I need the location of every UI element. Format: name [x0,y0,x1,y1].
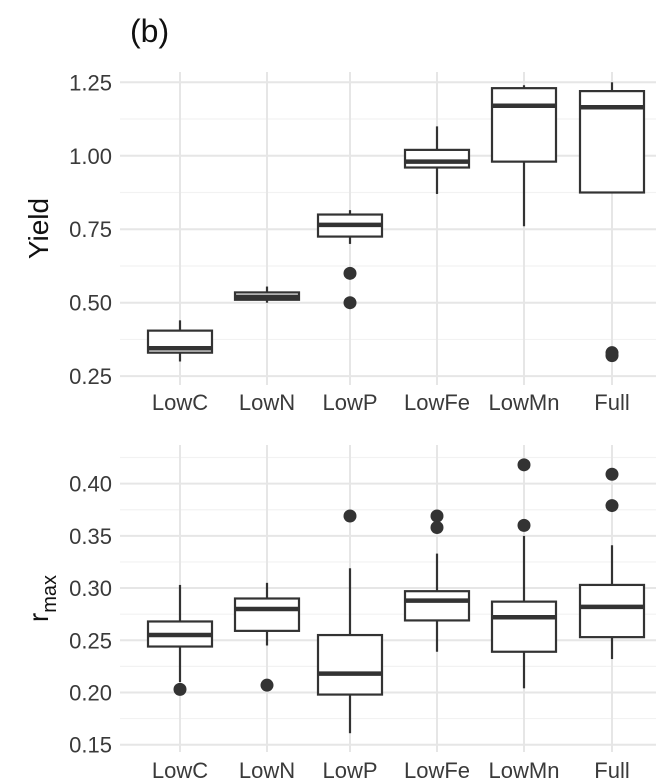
box-full [578,82,646,363]
x-tick-label: LowC [152,390,208,415]
outlier-point [605,499,619,513]
y-tick-label: 1.00 [69,144,112,169]
outlier-point [517,518,531,532]
y-tick-label: 0.75 [69,217,112,242]
outlier-point [430,520,444,534]
outlier-point [260,678,274,692]
y-tick-label: 0.30 [69,576,112,601]
box-lowfe [403,126,471,194]
box-lowfe [403,509,471,652]
box-body [403,590,471,622]
box-lowp [316,210,384,310]
box-lowc [146,584,214,696]
y-tick-label: 0.25 [69,628,112,653]
box-lowmn [490,458,558,689]
y-tick-label: 0.35 [69,524,112,549]
box-lowmn [490,85,558,227]
outlier-point [343,296,357,310]
box-body [316,633,384,696]
box-body [490,87,558,163]
outlier-point [343,509,357,523]
rmax-panel: 0.15 0.20 0.25 0.30 0.35 0.40 LowC LowN LowP LowF… [23,445,656,783]
y-tick-label: 0.25 [69,364,112,389]
x-tick-label: LowFe [404,758,470,783]
outlier-point [343,266,357,280]
outlier-point [430,509,444,523]
x-tick-label: Full [594,758,629,783]
x-tick-label: Full [594,390,629,415]
outlier-point [605,349,619,363]
y-tick-label: 0.15 [69,733,112,758]
y-axis-title: Yield [23,198,54,259]
box-body [403,148,471,169]
y-axis-title-subscript: max [39,575,61,613]
x-tick-label: LowMn [489,390,560,415]
yield-panel: 0.25 0.50 0.75 1.00 1.25 LowC LowN LowP LowFe Low… [23,70,656,415]
box-lowp [316,509,384,734]
x-tick-label: LowP [322,758,377,783]
box-body [578,583,646,639]
outlier-point [605,467,619,481]
y-tick-label: 1.25 [69,70,112,95]
y-axis-title: rmax [23,575,61,622]
box-full [578,467,646,660]
y-axis-title-main: r [23,613,54,622]
outlier-point [517,458,531,472]
outlier-point [173,682,187,696]
panel-label: (b) [130,13,169,49]
x-tick-label: LowMn [489,758,560,783]
box-body [233,597,301,632]
x-tick-label: LowP [322,390,377,415]
box-lown [233,286,301,303]
y-tick-label: 0.40 [69,472,112,497]
box-lown [233,582,301,692]
x-tick-label: LowN [239,758,295,783]
y-tick-label: 0.20 [69,680,112,705]
x-tick-label: LowC [152,758,208,783]
y-axis-title-main: Yield [23,198,54,259]
x-tick-label: LowN [239,390,295,415]
x-tick-label: LowFe [404,390,470,415]
box-lowc [146,320,214,362]
box-body [490,600,558,653]
y-tick-label: 0.50 [69,291,112,316]
